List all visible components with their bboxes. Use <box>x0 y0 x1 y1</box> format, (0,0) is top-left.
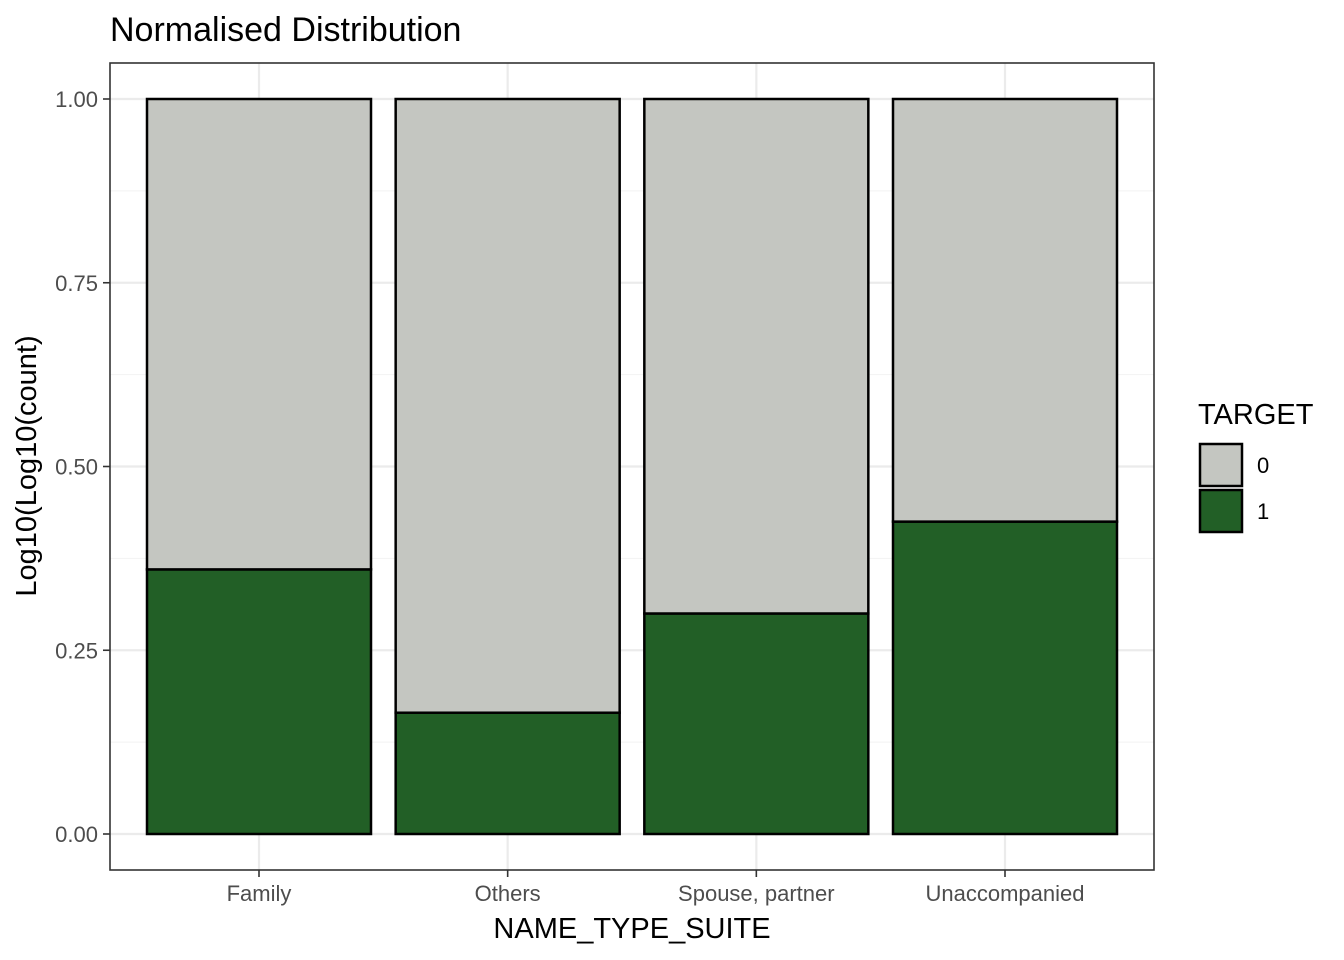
y-axis: 0.00 0.25 0.50 0.75 1.00 <box>55 87 110 847</box>
bar-segment-target-0 <box>891 97 1119 523</box>
legend: TARGET 0 1 <box>1198 399 1314 534</box>
legend-label-1: 1 <box>1257 499 1269 524</box>
legend-label-0: 0 <box>1257 453 1269 478</box>
bars <box>145 97 1119 836</box>
y-axis-title: Log10(Log10(count) <box>11 335 43 596</box>
x-axis: Family Others Spouse, partner Unaccompanied <box>227 870 1085 906</box>
y-tick-label: 0.25 <box>55 638 98 663</box>
y-tick-label: 0.50 <box>55 455 98 480</box>
bar-segment-target-1 <box>891 520 1119 836</box>
x-tick-label: Others <box>475 881 541 906</box>
y-tick-label: 0.75 <box>55 271 98 296</box>
chart-title: Normalised Distribution <box>110 11 461 49</box>
y-tick-label: 0.00 <box>55 822 98 847</box>
x-axis-title: NAME_TYPE_SUITE <box>493 913 770 945</box>
x-tick-label: Family <box>227 881 292 906</box>
legend-key-1 <box>1198 488 1244 534</box>
bar-segment-target-0 <box>643 97 870 615</box>
y-tick-label: 1.00 <box>55 87 98 112</box>
bar-segment-target-0 <box>394 97 621 714</box>
bar-segment-target-1 <box>145 568 373 836</box>
x-tick-label: Spouse, partner <box>678 881 835 906</box>
bar-segment-target-1 <box>643 612 870 836</box>
legend-key-0 <box>1198 442 1244 488</box>
x-tick-label: Unaccompanied <box>926 881 1085 906</box>
bar-segment-target-1 <box>394 711 621 836</box>
legend-title: TARGET <box>1198 399 1314 431</box>
bar-segment-target-0 <box>145 97 373 571</box>
